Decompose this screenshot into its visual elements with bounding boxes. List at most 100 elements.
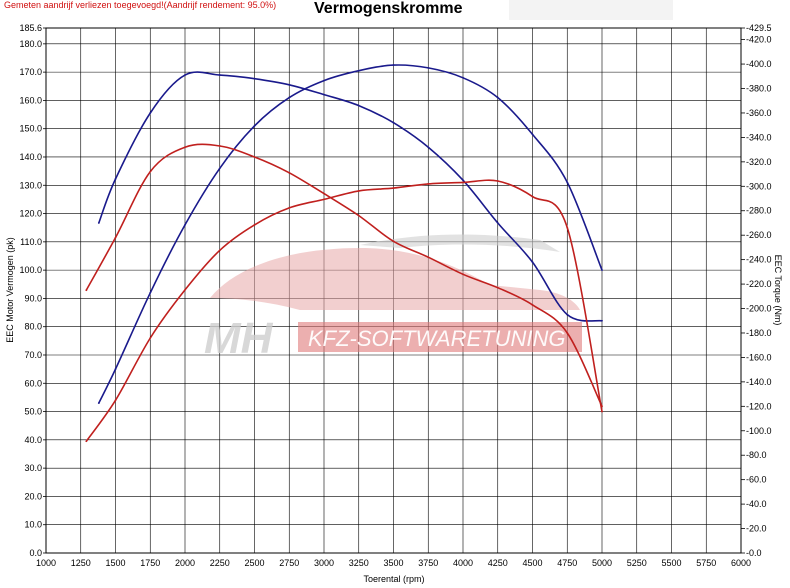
- x-tick-label: 4250: [488, 558, 508, 568]
- y-left-tick-label: 0.0: [29, 548, 42, 558]
- y-right-tick-label: -200.0: [746, 304, 772, 314]
- series-point-4: [357, 214, 360, 217]
- y-left-tick-label: 20.0: [24, 491, 42, 501]
- series-point-2: [114, 178, 117, 180]
- y-right-tick-label: -20.0: [746, 524, 767, 534]
- series-point-3: [323, 198, 325, 201]
- y-left-tick-label: 185.6: [19, 23, 42, 33]
- series-point-2: [427, 146, 430, 149]
- series-point-2: [462, 179, 464, 182]
- x-tick-label: 4500: [522, 558, 542, 568]
- x-tick-label: 2500: [244, 558, 264, 568]
- series-point-3: [253, 223, 256, 226]
- x-tick-label: 2750: [279, 558, 299, 568]
- series-point-3: [427, 182, 430, 185]
- y-left-tick-label: 50.0: [24, 407, 42, 417]
- x-tick-label: 3000: [314, 558, 334, 568]
- series-point-1: [496, 96, 499, 99]
- chart-title: Vermogenskromme: [314, 0, 463, 17]
- y-right-tick-label: -429.5: [746, 23, 772, 33]
- x-tick-label: 5750: [696, 558, 716, 568]
- y-right-tick-label: -360.0: [746, 108, 772, 118]
- series-point-1: [184, 223, 186, 226]
- series-point-2: [253, 77, 256, 80]
- series-point-3: [218, 249, 221, 252]
- series-point-3: [288, 207, 291, 209]
- y-right-tick-label: -300.0: [746, 181, 772, 191]
- series-point-3: [114, 399, 117, 402]
- series-point-3: [601, 410, 603, 413]
- y-right-tick-label: -320.0: [746, 157, 772, 167]
- x-tick-label: 4000: [453, 558, 473, 568]
- y-right-tick-label: -100.0: [746, 426, 772, 436]
- y-right-tick-label: -420.0: [746, 35, 772, 45]
- watermark-car-shape: [210, 248, 580, 310]
- series-point-4: [427, 256, 430, 259]
- x-tick-label: 3750: [418, 558, 438, 568]
- y-right-tick-label: -160.0: [746, 352, 772, 362]
- y-left-tick-label: 150.0: [19, 124, 42, 134]
- series-point-1: [531, 133, 534, 136]
- y-left-tick-label: 110.0: [20, 237, 42, 247]
- y-left-tick-label: 140.0: [19, 152, 42, 162]
- x-tick-label: 1750: [140, 558, 160, 568]
- series-point-2: [323, 93, 325, 96]
- x-axis-label: Toerental (rpm): [363, 574, 424, 584]
- y-right-tick-label: -140.0: [746, 377, 772, 387]
- watermark-brand-text: KFZ-SOFTWARETUNING: [308, 326, 565, 351]
- x-tick-label: 5250: [627, 558, 647, 568]
- series-point-1: [566, 181, 569, 184]
- series-point-4: [496, 286, 499, 289]
- drive-loss-note: Gemeten aandrijf verliezen toegevoegd!(A…: [4, 0, 277, 10]
- series-point-4: [288, 171, 291, 174]
- series-point-1: [357, 69, 360, 72]
- watermark-banner: [298, 322, 582, 352]
- x-tick-label: 5000: [592, 558, 612, 568]
- series-point-2: [149, 112, 152, 114]
- y-right-tick-label: -180.0: [746, 328, 772, 338]
- series-point-1: [323, 79, 325, 82]
- series-point-3: [392, 187, 395, 190]
- y-left-tick-label: 80.0: [24, 322, 42, 332]
- series-point-1: [288, 96, 291, 99]
- y-right-tick-label: -40.0: [746, 499, 767, 509]
- series-point-1: [601, 269, 603, 272]
- y-left-tick-label: 90.0: [24, 293, 42, 303]
- x-tick-label: 1000: [36, 558, 56, 568]
- y-left-tick-label: 100.0: [19, 265, 42, 275]
- x-tick-label: 4750: [557, 558, 577, 568]
- y-right-tick-label: -60.0: [746, 475, 767, 485]
- series-point-1: [392, 64, 395, 66]
- y-left-tick-label: 60.0: [24, 378, 42, 388]
- x-tick-label: 2000: [175, 558, 195, 568]
- y-left-tick-label: 170.0: [19, 67, 42, 77]
- x-tick-label: 3500: [383, 558, 403, 568]
- series-point-1: [427, 66, 430, 69]
- series-line-4: [85, 143, 603, 407]
- y-right-tick-label: -120.0: [746, 401, 772, 411]
- series-point-4: [253, 156, 256, 158]
- series-point-4: [184, 146, 186, 149]
- series-point-2: [184, 74, 186, 76]
- series-line-1: [98, 64, 603, 404]
- series-point-4: [462, 273, 464, 276]
- y-left-tick-label: 30.0: [24, 463, 42, 473]
- series-point-3: [566, 226, 569, 229]
- y-right-tick-label: -280.0: [746, 206, 772, 216]
- series-point-1: [114, 368, 117, 371]
- series-point-1: [218, 167, 221, 170]
- series-point-1: [253, 124, 256, 127]
- series-point-1: [149, 291, 152, 294]
- series-point-4: [392, 240, 395, 243]
- series-point-4: [531, 303, 534, 306]
- watermark-swoosh: [360, 234, 560, 252]
- series-point-2: [601, 319, 603, 322]
- data-series: [85, 64, 603, 443]
- series-point-1: [97, 402, 100, 404]
- series-point-3: [496, 180, 499, 182]
- series-point-4: [218, 145, 221, 147]
- series-point-3: [85, 440, 88, 443]
- series-point-3: [462, 181, 464, 184]
- series-point-4: [323, 192, 325, 195]
- y-right-tick-label: -220.0: [746, 279, 772, 289]
